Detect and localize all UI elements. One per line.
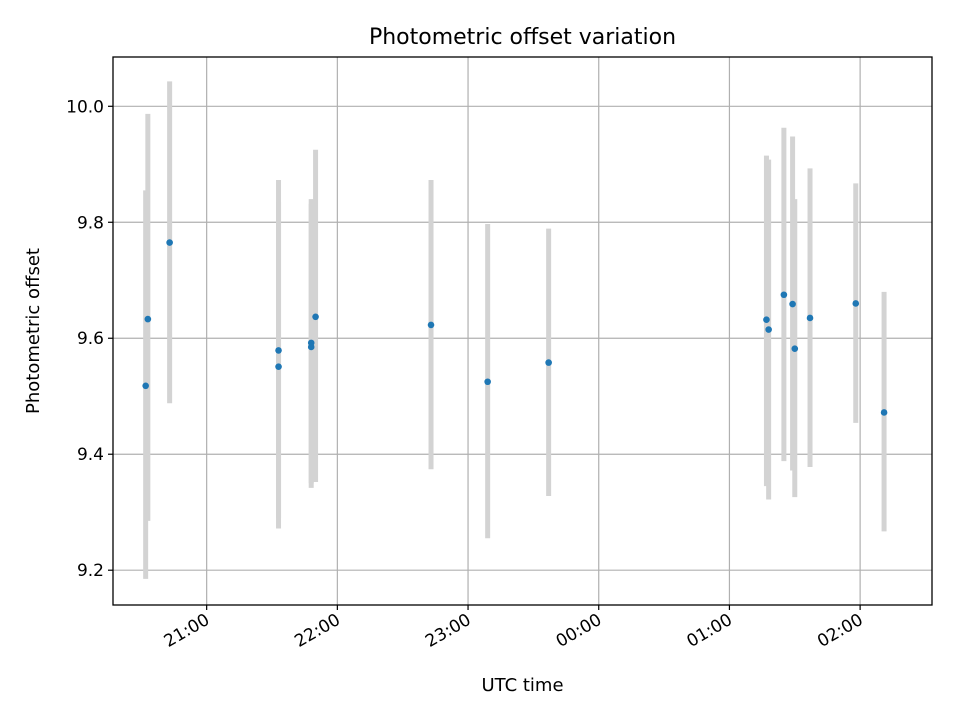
error-bars <box>143 81 887 579</box>
x-tick-label: 01:00 <box>683 610 735 652</box>
data-point <box>166 239 173 246</box>
y-tick-label: 9.2 <box>77 561 104 581</box>
data-point <box>789 300 796 308</box>
chart-title: Photometric offset variation <box>369 25 676 50</box>
y-tick-label: 10.0 <box>66 97 104 117</box>
data-point <box>144 315 152 323</box>
data-point <box>427 321 435 329</box>
y-tick-label: 9.4 <box>77 445 104 465</box>
data-point <box>484 378 491 386</box>
data-point <box>880 409 888 416</box>
x-tick-label: 00:00 <box>553 610 605 652</box>
y-tick-label: 9.6 <box>77 329 104 349</box>
data-point <box>312 313 319 321</box>
x-tick-label: 02:00 <box>814 610 866 652</box>
data-point <box>545 359 552 366</box>
data-point <box>806 314 814 322</box>
x-tick-label: 21:00 <box>161 610 213 652</box>
data-points <box>142 239 888 416</box>
data-point <box>142 382 149 390</box>
plot-frame <box>112 56 933 606</box>
axis-ticks: 21:00 22:00 23:00 00:00 01:00 02:00 9.2 9.4 9.6 9… <box>66 97 866 652</box>
x-tick-label: 22:00 <box>291 610 343 652</box>
x-axis-label: UTC time <box>481 675 563 696</box>
data-point <box>791 345 799 352</box>
data-point <box>763 316 770 323</box>
x-tick-label: 23:00 <box>422 610 474 652</box>
data-point <box>765 326 772 333</box>
y-axis-label: Photometric offset <box>23 248 44 414</box>
data-point <box>852 300 860 307</box>
data-point <box>275 347 282 354</box>
data-point <box>307 339 315 347</box>
data-point <box>780 291 788 299</box>
data-point <box>275 363 282 370</box>
y-tick-label: 9.8 <box>77 213 104 233</box>
